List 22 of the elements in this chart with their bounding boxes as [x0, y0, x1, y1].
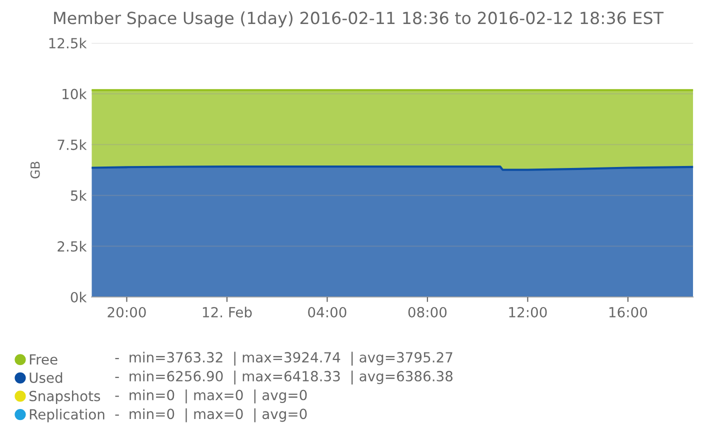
y-tick-label: 7.5k [58, 139, 87, 150]
text: - min=0 | max=0 | avg=0 [115, 389, 307, 404]
x-tick-label: 16:00 [609, 306, 648, 318]
legend-label: Free [30, 354, 58, 365]
y-tick-label: 2.5k [58, 240, 87, 252]
legend-label: Used [30, 372, 62, 383]
text: - min=6256.90 | max=6418.33 | avg=6386.38 [115, 370, 453, 384]
text: - min=3763.32 | max=3924.74 | avg=3795.27 [115, 352, 452, 366]
y-tick-label: 0k [70, 292, 87, 302]
x-tick-label: 12. Feb [202, 306, 252, 318]
y-axis-title: GB [30, 162, 40, 178]
x-tick-label: 20:00 [108, 306, 146, 318]
x-tick-label: 08:00 [408, 306, 447, 318]
text: - min=0 | max=0 | avg=0 [115, 408, 307, 422]
legend-label: Snapshots [29, 390, 100, 404]
x-tick-label: 04:00 [308, 306, 346, 318]
x-tick-label: 12:00 [509, 306, 547, 318]
chart-title: Member Space Usage (1day) 2016-02-11 18:36 to 2016-02-12 18:36 EST [54, 11, 664, 28]
y-tick-label: 12.5k [49, 38, 87, 48]
y-tick-label: 10k [62, 88, 87, 100]
legend-label: Replication [30, 408, 104, 422]
y-tick-label: 5k [70, 190, 87, 201]
